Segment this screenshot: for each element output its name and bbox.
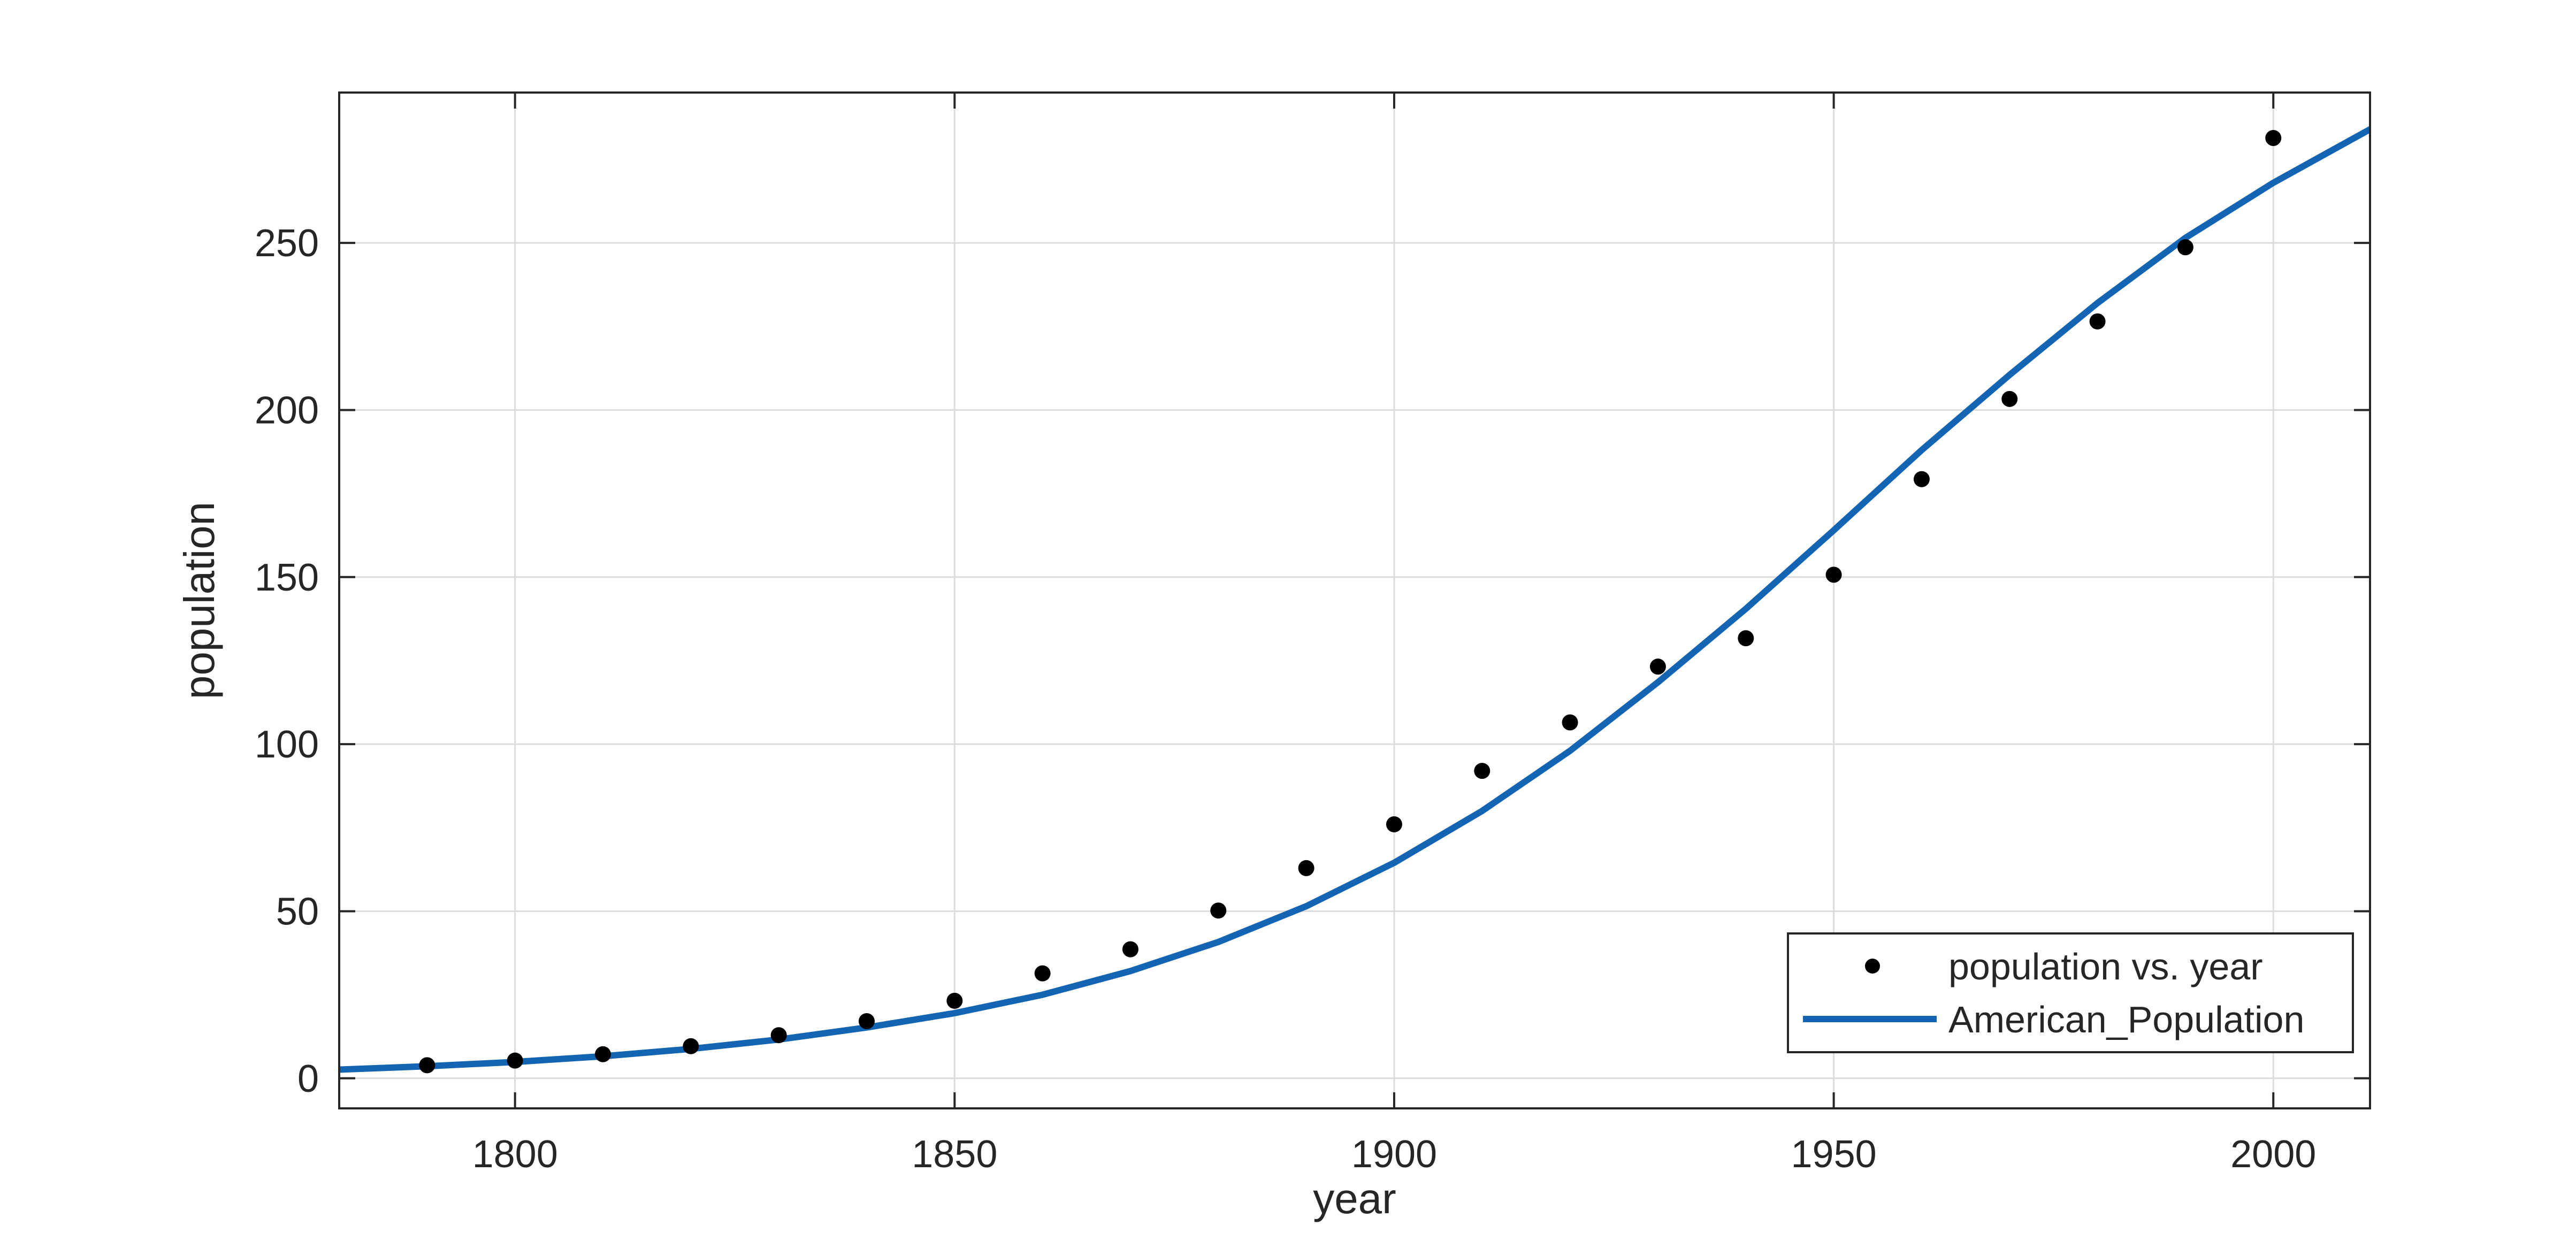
data-point bbox=[1649, 658, 1666, 675]
label-layer: 1800 1850 1900 1950 2000 0 50 100 150 200 250 bbox=[255, 222, 2316, 1176]
data-point bbox=[1738, 630, 1754, 647]
data-point bbox=[1210, 902, 1227, 919]
data-point bbox=[2265, 129, 2282, 146]
legend-marker-scatter bbox=[1865, 959, 1880, 974]
y-tick-label: 150 bbox=[255, 556, 319, 599]
legend-label-line: American_Population bbox=[1948, 999, 2304, 1040]
series-layer bbox=[339, 126, 2370, 1074]
data-point bbox=[2177, 239, 2193, 256]
data-point bbox=[1386, 816, 1402, 833]
plot-frame bbox=[338, 91, 2371, 1109]
data-point bbox=[1122, 941, 1138, 958]
data-point bbox=[858, 1013, 875, 1029]
y-axis-title: population bbox=[175, 502, 223, 699]
x-tick-label: 2000 bbox=[2230, 1133, 2316, 1176]
data-point bbox=[1825, 566, 1842, 583]
data-point bbox=[2089, 313, 2106, 330]
y-tick-label: 100 bbox=[255, 723, 319, 766]
grid-layer bbox=[339, 93, 2370, 1108]
data-point bbox=[1474, 763, 1490, 779]
data-point bbox=[1913, 471, 1930, 487]
series-line-american-population bbox=[339, 126, 2370, 1073]
x-tick-label: 1900 bbox=[1351, 1133, 1437, 1176]
data-point bbox=[594, 1046, 611, 1062]
data-point bbox=[1562, 714, 1578, 731]
data-point bbox=[946, 992, 963, 1009]
y-tick-label: 200 bbox=[255, 389, 319, 432]
x-tick-label: 1950 bbox=[1791, 1133, 1877, 1176]
legend: population vs. year American_Population bbox=[1787, 932, 2354, 1053]
data-point bbox=[1034, 965, 1051, 982]
data-point bbox=[2001, 390, 2018, 407]
y-tick-label: 250 bbox=[255, 222, 319, 265]
tick-layer bbox=[339, 93, 2370, 1108]
x-axis-title: year bbox=[1313, 1175, 1396, 1222]
legend-label-scatter: population vs. year bbox=[1948, 946, 2263, 987]
y-tick-label: 50 bbox=[276, 890, 319, 933]
data-point bbox=[419, 1057, 435, 1074]
data-point bbox=[770, 1027, 787, 1044]
y-tick-label: 0 bbox=[297, 1058, 319, 1100]
data-point bbox=[507, 1052, 523, 1069]
data-point bbox=[1298, 860, 1314, 876]
data-point bbox=[683, 1038, 699, 1054]
x-tick-label: 1800 bbox=[472, 1133, 558, 1176]
legend-box bbox=[1787, 932, 2354, 1053]
x-tick-label: 1850 bbox=[912, 1133, 997, 1176]
